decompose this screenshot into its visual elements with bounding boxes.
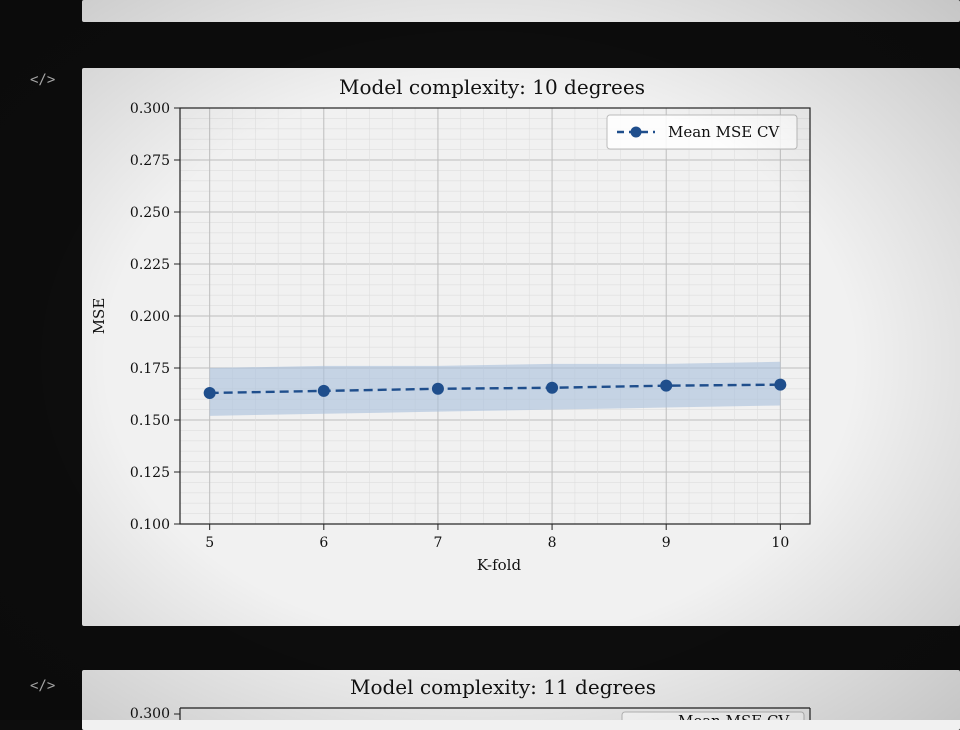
chart-title: Model complexity: 11 degrees: [350, 675, 656, 699]
data-point: [203, 386, 216, 399]
data-point: [431, 382, 444, 395]
series-line-mean-mse-cv: [209, 383, 781, 395]
legend-box: [606, 114, 798, 150]
legend-label: Mean MSE CV: [668, 123, 780, 141]
chart-title: Model complexity: 10 degrees: [339, 75, 645, 99]
y-tick-label: 0.275: [130, 153, 170, 169]
y-tick-label: 0.250: [130, 205, 170, 221]
x-axis-label: K-fold: [477, 556, 522, 574]
x-tick-label: 5: [205, 535, 214, 551]
x-tick-label: 7: [433, 535, 442, 551]
y-tick-label: 0.300: [130, 706, 170, 720]
y-axis-label: MSE: [90, 298, 108, 335]
chart-1: 0.100 0.125 0.150 0.175 0.200 0.225 0.250 0.275…: [90, 75, 811, 574]
chart-2: Model complexity: 11 degrees 0.300 Mean MS…: [130, 675, 811, 720]
y-tick-label: 0.125: [130, 465, 170, 481]
legend-marker: [630, 126, 642, 138]
y-tick-label: 0.225: [130, 257, 170, 273]
x-tick-label: 8: [548, 535, 557, 551]
y-tick-label: 0.100: [130, 517, 170, 533]
code-icon[interactable]: </>: [30, 678, 56, 694]
previous-output-panel: [82, 0, 960, 22]
x-tick-label: 10: [771, 535, 789, 551]
data-point: [660, 379, 673, 392]
x-tick-label: 6: [319, 535, 328, 551]
y-tick-label: 0.300: [130, 101, 170, 117]
data-point: [774, 378, 787, 391]
code-icon[interactable]: </>: [30, 72, 56, 88]
data-point: [546, 381, 559, 394]
y-tick-label: 0.200: [130, 309, 170, 325]
y-tick-label: 0.175: [130, 361, 170, 377]
data-point: [317, 384, 330, 397]
legend-label: Mean MSE CV: [678, 712, 790, 720]
y-tick-label: 0.150: [130, 413, 170, 429]
x-tick-label: 9: [662, 535, 671, 551]
legend-box: [621, 711, 805, 720]
